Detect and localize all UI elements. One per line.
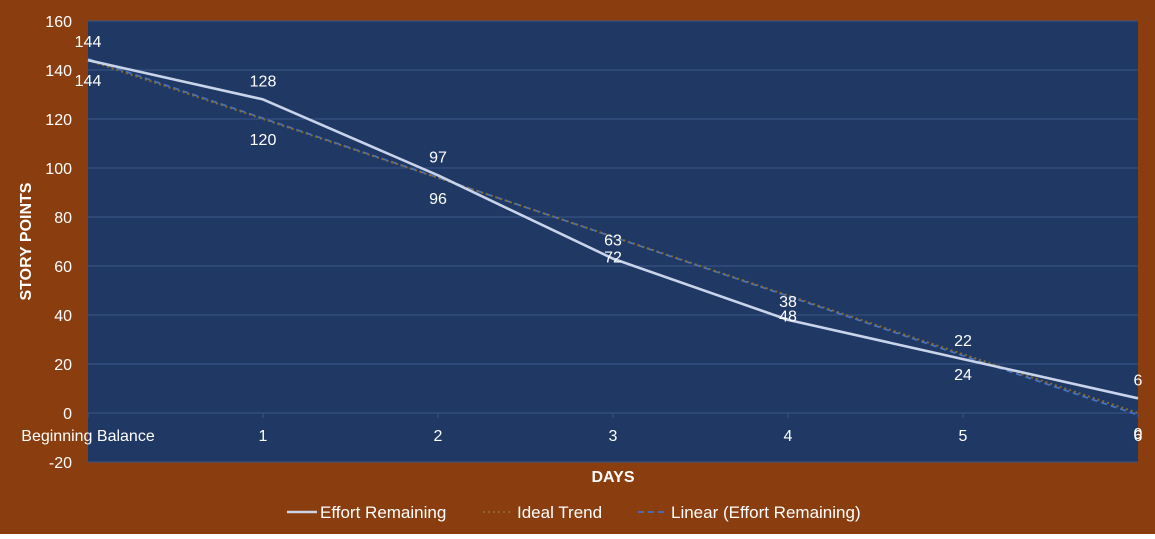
data-label-ideal: 120 xyxy=(250,132,277,149)
y-tick-label: 20 xyxy=(54,357,72,374)
data-label-ideal: 24 xyxy=(954,367,972,384)
y-axis-title: STORY POINTS xyxy=(18,182,35,300)
data-label-effort: 144 xyxy=(75,34,102,51)
data-label-effort: 22 xyxy=(954,333,972,350)
data-label-effort: 63 xyxy=(604,233,622,250)
legend-label: Ideal Trend xyxy=(517,503,602,522)
y-tick-label: 160 xyxy=(45,14,72,31)
y-tick-label: 60 xyxy=(54,259,72,276)
x-tick-label: 4 xyxy=(784,428,793,445)
series-lines xyxy=(87,57,1139,416)
legend: Effort Remaining Ideal Trend Linear (Effor… xyxy=(287,503,861,522)
y-tick-label: 120 xyxy=(45,112,72,129)
data-label-ideal: 144 xyxy=(75,73,102,90)
legend-label: Effort Remaining xyxy=(320,503,446,522)
x-tick-label: 3 xyxy=(609,428,618,445)
x-tick-label: 1 xyxy=(259,428,268,445)
y-tick-label: 100 xyxy=(45,161,72,178)
x-tick-label: 2 xyxy=(434,428,443,445)
y-tick-label: 40 xyxy=(54,308,72,325)
data-label-effort: 6 xyxy=(1134,372,1143,389)
y-tick-label: 80 xyxy=(54,210,72,227)
x-tick-label: Beginning Balance xyxy=(21,428,155,445)
x-tick-label: 6 xyxy=(1134,428,1143,445)
y-tick-label: 0 xyxy=(63,406,72,423)
plot-area-background xyxy=(88,21,1138,462)
series-line-linear-effort-remaining xyxy=(87,57,1139,416)
x-tick-label: 5 xyxy=(959,428,968,445)
data-label-effort: 38 xyxy=(779,294,797,311)
data-label-effort: 97 xyxy=(429,149,447,166)
data-label-ideal: 96 xyxy=(429,191,447,208)
x-axis-title: DAYS xyxy=(592,469,635,486)
legend-label: Linear (Effort Remaining) xyxy=(671,503,861,522)
data-label-ideal: 72 xyxy=(604,250,622,267)
data-label-ideal: 0 xyxy=(1134,426,1143,443)
series-line-effort-remaining xyxy=(87,58,1139,400)
data-label-effort: 128 xyxy=(250,73,277,90)
y-tick-label: 140 xyxy=(45,63,72,80)
data-label-ideal: 48 xyxy=(779,308,797,325)
y-tick-label: -20 xyxy=(49,455,72,472)
